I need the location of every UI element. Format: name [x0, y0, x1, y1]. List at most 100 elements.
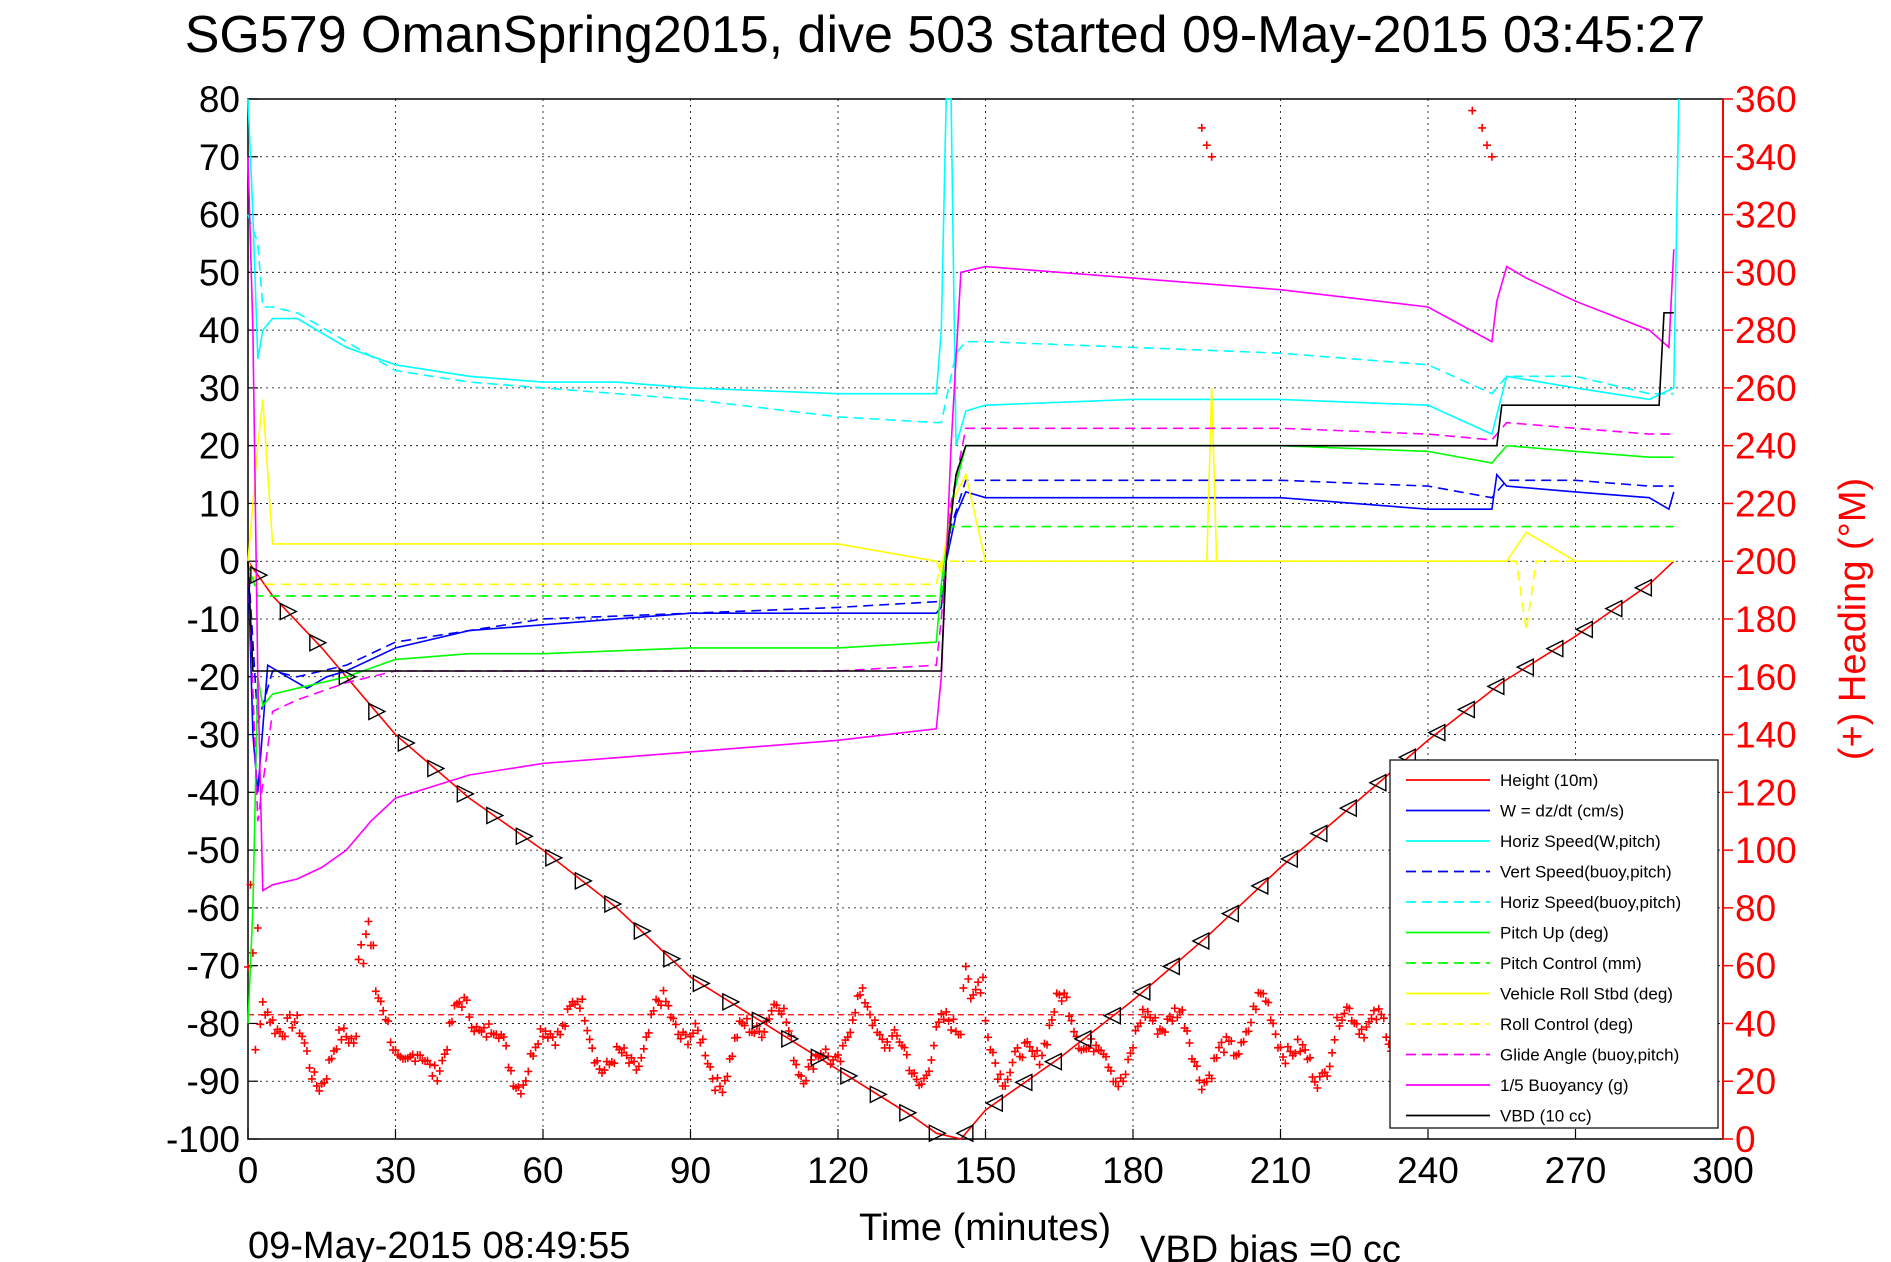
x-tick-label: 180: [1102, 1150, 1164, 1191]
height-marker: [604, 894, 623, 914]
series-line-4: [247, 214, 1674, 424]
height-marker: [1014, 1073, 1033, 1092]
height-marker: [1515, 658, 1535, 677]
height-marker: [955, 1124, 974, 1143]
legend-entries: Height (10m) W = dz/dt (cm/s) Horiz Speed(…: [1406, 771, 1681, 1126]
right-tick-label: 360: [1735, 79, 1797, 120]
height-marker: [1073, 1029, 1092, 1048]
height-marker: [722, 992, 741, 1012]
height-marker: [279, 602, 298, 621]
x-tick-label: 240: [1397, 1150, 1459, 1191]
height-marker: [309, 633, 328, 652]
y-tick-label: 70: [199, 137, 240, 178]
y-tick-label: -30: [187, 715, 240, 756]
right-tick-label: 260: [1735, 368, 1797, 409]
height-marker: [751, 1011, 770, 1030]
x-tick-label: 300: [1692, 1150, 1754, 1191]
y-tick-label: -80: [187, 1003, 240, 1044]
height-marker: [1486, 677, 1505, 696]
left-axis-tick-labels: 80 70 60 50 40 30 20 10 0 -10 -20 -30 -40 -50 -60 -70 -8…: [166, 79, 258, 1160]
height-marker: [1456, 700, 1476, 719]
legend-box: [1389, 759, 1719, 1129]
vbd-bias-label: VBD bias =0 cc: [1140, 1229, 1401, 1262]
series-line-11: [247, 311, 1674, 672]
height-marker: [1604, 599, 1623, 618]
right-tick-label: 320: [1735, 195, 1797, 236]
legend-label: Roll Control (deg): [1500, 1015, 1633, 1034]
y-tick-label: -50: [187, 830, 240, 871]
y-tick-label: -10: [187, 599, 240, 640]
right-tick-label: 140: [1735, 715, 1797, 756]
right-tick-label: 100: [1735, 830, 1797, 871]
right-axis-label: (+) Heading (°M): [1832, 478, 1874, 760]
height-marker: [1161, 957, 1181, 976]
y-tick-label: -40: [187, 772, 240, 813]
height-marker: [781, 1029, 800, 1048]
legend-label: Vert Speed(buoy,pitch): [1500, 863, 1672, 882]
series-line-9: [247, 421, 1674, 822]
x-tick-label: 30: [375, 1150, 416, 1191]
right-tick-label: 160: [1735, 657, 1797, 698]
height-marker: [397, 733, 416, 753]
height-marker: [574, 871, 593, 891]
y-tick-label: 50: [199, 252, 240, 293]
series-line-8: [247, 560, 1674, 631]
height-marker: [1220, 904, 1240, 923]
height-marker: [1102, 1006, 1122, 1025]
x-tick-label: 150: [955, 1150, 1017, 1191]
x-axis-label: Time (minutes): [859, 1207, 1111, 1249]
x-tick-label: 270: [1545, 1150, 1607, 1191]
right-tick-label: 0: [1735, 1119, 1756, 1160]
y-tick-label: 10: [199, 483, 240, 524]
height-marker: [1427, 723, 1446, 742]
y-tick-label: 60: [199, 195, 240, 236]
height-marker: [899, 1103, 918, 1122]
x-tick-label: 120: [807, 1150, 869, 1191]
height-marker: [928, 1124, 947, 1143]
chart-title: SG579 OmanSpring2015, dive 503 started 0…: [185, 6, 1706, 64]
y-tick-label: 30: [199, 368, 240, 409]
height-marker: [427, 759, 446, 778]
height-marker: [1545, 639, 1564, 658]
y-tick-label: -20: [187, 657, 240, 698]
height-marker: [368, 702, 387, 721]
right-tick-label: 80: [1735, 888, 1776, 929]
y-tick-label: 0: [219, 541, 240, 582]
height-marker: [1368, 773, 1387, 792]
series-line-5: [247, 444, 1674, 1024]
height-marker: [663, 949, 682, 968]
height-marker: [515, 827, 534, 846]
legend-label: Vehicle Roll Stbd (deg): [1500, 985, 1673, 1004]
series-line-1: [247, 472, 1675, 793]
height-marker: [1250, 876, 1269, 896]
height-marker: [486, 806, 505, 825]
footer-timestamp: 09-May-2015 08:49:55: [248, 1225, 630, 1262]
legend-label: 1/5 Buoyancy (g): [1500, 1076, 1629, 1095]
y-tick-label: 80: [199, 79, 240, 120]
legend-label: W = dz/dt (cm/s): [1500, 802, 1624, 821]
height-marker: [984, 1094, 1004, 1113]
height-marker: [1633, 578, 1653, 597]
height-marker: [869, 1085, 888, 1104]
right-tick-label: 340: [1735, 137, 1797, 178]
height-marker: [692, 974, 711, 993]
y-tick-label: -60: [187, 888, 240, 929]
height-marker: [1574, 620, 1594, 639]
legend-label: Horiz Speed(W,pitch): [1500, 832, 1661, 851]
legend: Height (10m) W = dz/dt (cm/s) Horiz Speed(…: [1389, 759, 1719, 1129]
height-marker: [1043, 1052, 1063, 1071]
height-marker: [840, 1066, 859, 1085]
right-tick-label: 300: [1735, 252, 1797, 293]
height-marker: [1338, 798, 1358, 818]
legend-label: Glide Angle (buoy,pitch): [1500, 1046, 1679, 1065]
right-tick-label: 220: [1735, 483, 1797, 524]
right-axis-tick-labels: 3603403203002802602402202001801601401201…: [1723, 79, 1797, 1160]
series-lines: [247, 98, 1680, 1140]
series-line-10: [247, 156, 1675, 892]
height-marker: [545, 848, 564, 867]
y-tick-label: -70: [187, 946, 240, 987]
legend-label: Height (10m): [1500, 771, 1598, 790]
right-tick-label: 180: [1735, 599, 1797, 640]
height-marker: [1191, 931, 1210, 951]
